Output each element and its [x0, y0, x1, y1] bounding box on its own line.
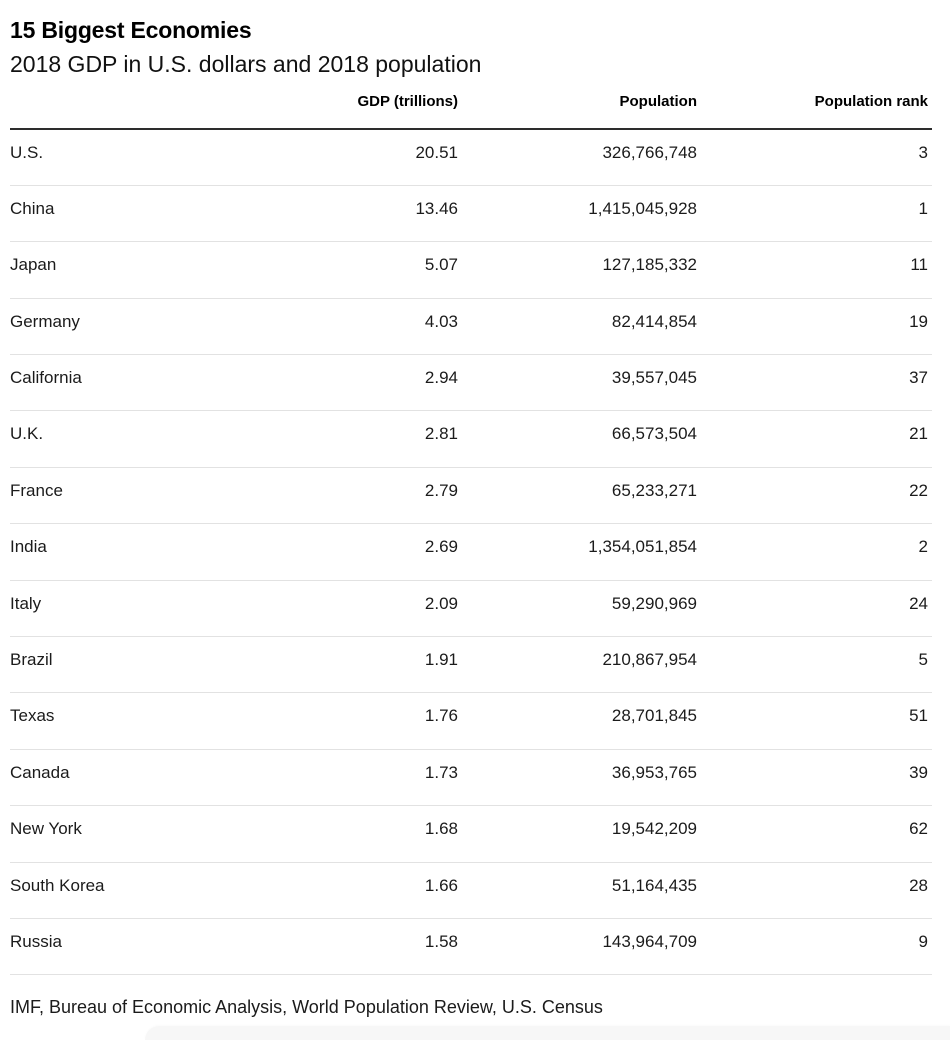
population-cell: 28,701,845: [458, 692, 697, 750]
economy-label: Italy: [10, 580, 240, 638]
population-cell: 1,415,045,928: [458, 185, 697, 243]
population-cell: 1,354,051,854: [458, 523, 697, 581]
population-rank-cell: 5: [697, 636, 932, 694]
table-row: India 2.69 1,354,051,854 2: [10, 523, 932, 581]
column-header-entity: [10, 92, 240, 130]
gdp-cell: 13.46: [240, 185, 458, 243]
economy-label: Japan: [10, 241, 240, 299]
gdp-cell: 1.91: [240, 636, 458, 694]
population-rank-cell: 19: [697, 298, 932, 356]
population-rank-cell: 37: [697, 354, 932, 412]
page-title: 15 Biggest Economies: [10, 17, 252, 43]
gdp-cell: 1.58: [240, 918, 458, 976]
population-cell: 51,164,435: [458, 862, 697, 919]
economy-label: U.S.: [10, 128, 240, 186]
gdp-cell: 1.68: [240, 805, 458, 863]
population-rank-cell: 3: [697, 128, 932, 186]
table-row: China 13.46 1,415,045,928 1: [10, 185, 932, 243]
table-header-row: GDP (trillions) Population Population ra…: [10, 92, 932, 130]
population-cell: 65,233,271: [458, 467, 697, 525]
gdp-cell: 2.09: [240, 580, 458, 638]
gdp-cell: 2.79: [240, 467, 458, 525]
table-row: Japan 5.07 127,185,332 11: [10, 241, 932, 299]
table-row: New York 1.68 19,542,209 62: [10, 805, 932, 863]
column-header-population: Population: [458, 92, 697, 130]
population-cell: 19,542,209: [458, 805, 697, 863]
gdp-cell: 5.07: [240, 241, 458, 299]
column-header-gdp: GDP (trillions): [240, 92, 458, 130]
population-cell: 39,557,045: [458, 354, 697, 412]
gdp-cell: 20.51: [240, 128, 458, 186]
table-row: U.S. 20.51 326,766,748 3: [10, 128, 932, 186]
population-cell: 82,414,854: [458, 298, 697, 356]
population-cell: 59,290,969: [458, 580, 697, 638]
economy-label: India: [10, 523, 240, 581]
population-cell: 127,185,332: [458, 241, 697, 299]
gdp-cell: 2.81: [240, 410, 458, 468]
population-rank-cell: 62: [697, 805, 932, 863]
population-rank-cell: 21: [697, 410, 932, 468]
population-rank-cell: 22: [697, 467, 932, 525]
table-row: South Korea 1.66 51,164,435 28: [10, 862, 932, 919]
population-rank-cell: 51: [697, 692, 932, 750]
economy-label: Brazil: [10, 636, 240, 694]
table-row: France 2.79 65,233,271 22: [10, 467, 932, 525]
economy-label: China: [10, 185, 240, 243]
economies-table: GDP (trillions) Population Population ra…: [10, 92, 932, 976]
gdp-cell: 2.69: [240, 523, 458, 581]
economy-label: U.K.: [10, 410, 240, 468]
table-row: California 2.94 39,557,045 37: [10, 354, 932, 412]
page-subtitle: 2018 GDP in U.S. dollars and 2018 popula…: [10, 50, 482, 77]
table-row: Italy 2.09 59,290,969 24: [10, 580, 932, 638]
population-rank-cell: 24: [697, 580, 932, 638]
population-rank-cell: 9: [697, 918, 932, 976]
table-row: Canada 1.73 36,953,765 39: [10, 749, 932, 807]
population-rank-cell: 1: [697, 185, 932, 243]
population-rank-cell: 2: [697, 523, 932, 581]
economy-label: South Korea: [10, 862, 240, 919]
table-row: Texas 1.76 28,701,845 51: [10, 692, 932, 750]
population-rank-cell: 39: [697, 749, 932, 807]
column-header-population-rank: Population rank: [697, 92, 932, 130]
population-cell: 210,867,954: [458, 636, 697, 694]
population-rank-cell: 11: [697, 241, 932, 299]
population-rank-cell: 28: [697, 862, 932, 919]
economy-label: Texas: [10, 692, 240, 750]
table-row: Russia 1.58 143,964,709 9: [10, 918, 932, 976]
source-attribution: IMF, Bureau of Economic Analysis, World …: [10, 997, 603, 1018]
economies-table-card: 15 Biggest Economies 2018 GDP in U.S. do…: [0, 16, 950, 1018]
gdp-cell: 1.76: [240, 692, 458, 750]
economy-label: New York: [10, 805, 240, 863]
economy-label: Russia: [10, 918, 240, 976]
gdp-cell: 4.03: [240, 298, 458, 356]
table-body: U.S. 20.51 326,766,748 3 China 13.46 1,4…: [10, 128, 932, 976]
population-cell: 66,573,504: [458, 410, 697, 468]
population-cell: 326,766,748: [458, 128, 697, 186]
economy-label: Canada: [10, 749, 240, 807]
gdp-cell: 1.66: [240, 862, 458, 919]
economy-label: France: [10, 467, 240, 525]
economy-label: Germany: [10, 298, 240, 356]
next-card-top-edge: [145, 1026, 950, 1040]
population-cell: 143,964,709: [458, 918, 697, 976]
table-header: GDP (trillions) Population Population ra…: [10, 92, 932, 130]
table-row: U.K. 2.81 66,573,504 21: [10, 410, 932, 468]
economy-label: California: [10, 354, 240, 412]
gdp-cell: 1.73: [240, 749, 458, 807]
population-cell: 36,953,765: [458, 749, 697, 807]
table-row: Germany 4.03 82,414,854 19: [10, 298, 932, 356]
table-row: Brazil 1.91 210,867,954 5: [10, 636, 932, 694]
gdp-cell: 2.94: [240, 354, 458, 412]
